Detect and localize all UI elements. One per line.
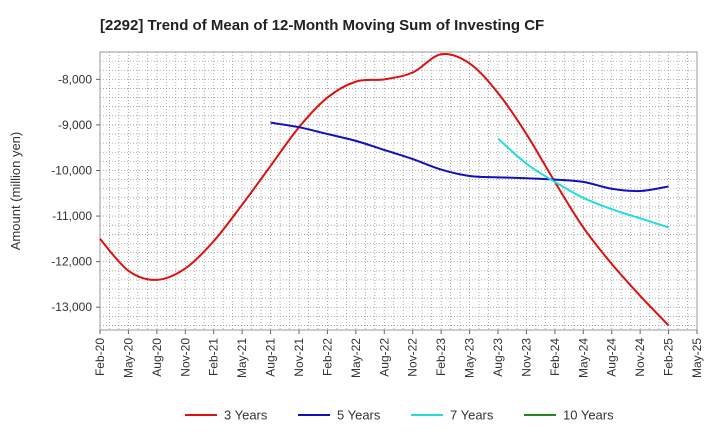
y-tick-label: -9,000 [58,118,92,132]
grid-lines [100,52,697,330]
x-tick-label: Feb-23 [434,338,448,376]
x-tick-label: Feb-21 [207,338,221,376]
y-tick-label: -10,000 [51,163,92,177]
series-line-5-years [270,121,669,193]
x-tick-label: Aug-21 [264,338,278,377]
x-tick-label: May-23 [463,338,477,378]
x-tick-label: Nov-21 [292,338,306,377]
chart-title: [2292] Trend of Mean of 12-Month Moving … [100,17,544,34]
x-tick-label: May-21 [235,338,249,378]
series-line-7-years [497,137,669,229]
y-axis: -8,000 -9,000 -10,000 -11,000 -12,000 -13,000 [51,72,100,314]
legend-label-5-years: 5 Years [337,408,381,423]
legend-label-7-years: 7 Years [450,408,494,423]
series-lines [99,52,670,327]
x-tick-label: Feb-22 [320,338,334,376]
x-axis: Feb-20 May-20 Aug-20 Nov-20 Feb-21 May-21 Aug-… [93,330,704,378]
series-line-3-years [99,52,670,327]
x-tick-label: Nov-23 [519,338,533,377]
x-tick-label: Nov-22 [406,338,420,377]
plot-area [99,51,698,331]
x-tick-label: May-25 [690,338,704,378]
x-tick-label: Aug-22 [377,338,391,377]
x-tick-label: Feb-25 [662,338,676,376]
x-tick-label: May-24 [576,338,590,378]
x-tick-label: Feb-20 [93,338,107,376]
y-tick-label: -13,000 [51,300,92,314]
x-tick-label: Nov-20 [178,338,192,377]
x-tick-label: May-22 [349,338,363,378]
legend-label-10-years: 10 Years [563,408,614,423]
x-tick-label: Aug-20 [150,338,164,377]
y-tick-label: -12,000 [51,255,92,269]
x-tick-label: May-20 [121,338,135,378]
y-axis-label: Amount (million yen) [8,132,23,251]
x-tick-label: Nov-24 [633,338,647,377]
x-tick-label: Aug-24 [605,338,619,377]
x-tick-label: Aug-23 [491,338,505,377]
x-tick-label: Feb-24 [548,338,562,376]
y-tick-label: -11,000 [52,209,92,223]
legend-label-3-years: 3 Years [224,408,268,423]
legend: 3 Years 5 Years 7 Years 10 Years [185,408,614,423]
y-tick-label: -8,000 [58,72,92,86]
